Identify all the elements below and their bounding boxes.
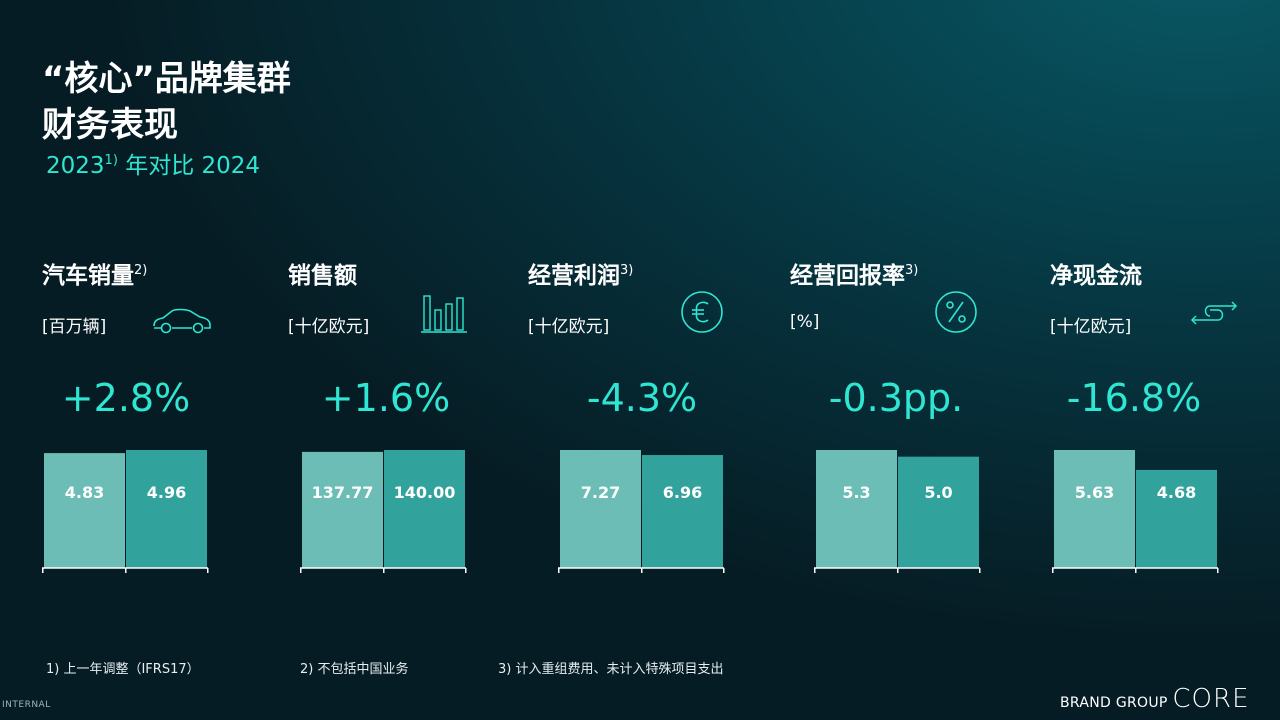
- kpi-title: 销售额: [288, 256, 357, 290]
- bar-value-label-2024: 4.68: [1157, 483, 1196, 502]
- kpi-unit: [%]: [790, 312, 820, 332]
- bar-value-label-2024: 140.00: [394, 483, 456, 502]
- kpi-title: 汽车销量2): [42, 256, 147, 290]
- kpi-title-footnote-ref: 3): [905, 263, 919, 278]
- kpi-title-text: 汽车销量: [42, 263, 134, 289]
- kpi-title: 净现金流: [1050, 256, 1142, 290]
- bar-2024: [642, 455, 723, 568]
- kpi-card-operating-profit: 经营利润3) [十亿欧元] -4.3% 7.2720236.962024: [528, 256, 758, 596]
- bar-value-label-2023: 4.83: [65, 483, 104, 502]
- car-icon: [153, 308, 211, 334]
- bar-value-label-2023: 5.3: [842, 483, 870, 502]
- subtitle-footnote-ref: 1): [104, 153, 118, 168]
- page-title: “核心”品牌集群 财务表现: [42, 56, 291, 148]
- brand-line1: BRAND GROUP: [1060, 695, 1173, 711]
- bar-value-label-2024: 4.96: [147, 483, 186, 502]
- bar-chart-vehicle-sales: 4.8320234.962024: [42, 450, 209, 573]
- kpi-change: +1.6%: [321, 376, 451, 420]
- bar-2023: [560, 450, 641, 568]
- kpi-change: -4.3%: [586, 376, 698, 420]
- kpi-card-net-cash-flow: 净现金流 [十亿欧元] -16.8% 5.6320234.682024: [1050, 256, 1280, 596]
- euro-icon: [681, 291, 723, 333]
- page-title-line1: “核心”品牌集群: [42, 59, 291, 99]
- bar-value-label-2024: 5.0: [924, 483, 952, 502]
- bar-chart-net-cash-flow: 5.6320234.682024: [1052, 450, 1219, 573]
- kpi-change: -0.3pp.: [828, 376, 964, 420]
- kpi-card-revenue: 销售额 [十亿欧元] +1.6% 137.772023140.002024: [288, 256, 518, 596]
- bar-2023: [44, 453, 125, 568]
- kpi-unit: [十亿欧元]: [288, 317, 370, 337]
- bar-2023: [816, 450, 897, 568]
- kpi-unit: [百万辆]: [42, 317, 107, 337]
- kpi-card-operating-return: 经营回报率3) [%] -0.3pp. 5.320235.02024: [790, 256, 1020, 596]
- kpi-unit: [十亿欧元]: [528, 317, 610, 337]
- kpi-unit: [十亿欧元]: [1050, 317, 1132, 337]
- bar-value-label-2023: 7.27: [581, 483, 620, 502]
- bar-value-label-2023: 137.77: [312, 483, 374, 502]
- bar-value-label-2023: 5.63: [1075, 483, 1114, 502]
- bar-chart-operating-return: 5.320235.02024: [814, 450, 981, 573]
- kpi-title-footnote-ref: 2): [134, 263, 148, 278]
- page-title-line2: 财务表现: [42, 105, 178, 145]
- bar-2024: [126, 450, 207, 568]
- footnote-3: 3) 计入重组费用、未计入特殊项目支出: [498, 662, 724, 677]
- kpi-title-footnote-ref: 3): [620, 263, 634, 278]
- kpi-card-vehicle-sales: 汽车销量2) [百万辆] +2.8% 4.8320234.962024: [42, 256, 272, 596]
- brand-line2: CORE: [1172, 684, 1250, 714]
- kpi-title-text: 销售额: [288, 263, 357, 289]
- kpi-title-text: 经营回报率: [790, 263, 905, 289]
- brand-logo: BRAND GROUP CORE: [1060, 684, 1250, 714]
- bar-value-label-2024: 6.96: [663, 483, 702, 502]
- bar-2024: [384, 450, 465, 568]
- bar-2023: [1054, 450, 1135, 568]
- bar-chart-operating-profit: 7.2720236.962024: [558, 450, 725, 573]
- kpi-change: -16.8%: [1066, 376, 1202, 420]
- footnote-2: 2) 不包括中国业务: [300, 662, 409, 677]
- bar-2024: [898, 456, 979, 568]
- bar-chart-icon: [421, 295, 467, 333]
- page-subtitle: 20231) 年对比 2024: [46, 146, 260, 180]
- bar-2023: [302, 451, 383, 568]
- subtitle-rest: 年对比 2024: [117, 153, 261, 179]
- kpi-title: 经营回报率3): [790, 256, 918, 290]
- bar-chart-revenue: 137.772023140.002024: [300, 450, 467, 573]
- kpi-change: +2.8%: [61, 376, 191, 420]
- kpi-title-text: 经营利润: [528, 263, 620, 289]
- kpi-title-text: 净现金流: [1050, 263, 1142, 289]
- internal-label: INTERNAL: [2, 700, 51, 710]
- percent-icon: [935, 291, 977, 333]
- kpi-title: 经营利润3): [528, 256, 633, 290]
- cash-flow-arrows-icon: [1190, 301, 1238, 325]
- footnote-1: 1) 上一年调整（IFRS17）: [46, 662, 200, 677]
- subtitle-year: 2023: [46, 153, 105, 179]
- bar-2024: [1136, 469, 1217, 568]
